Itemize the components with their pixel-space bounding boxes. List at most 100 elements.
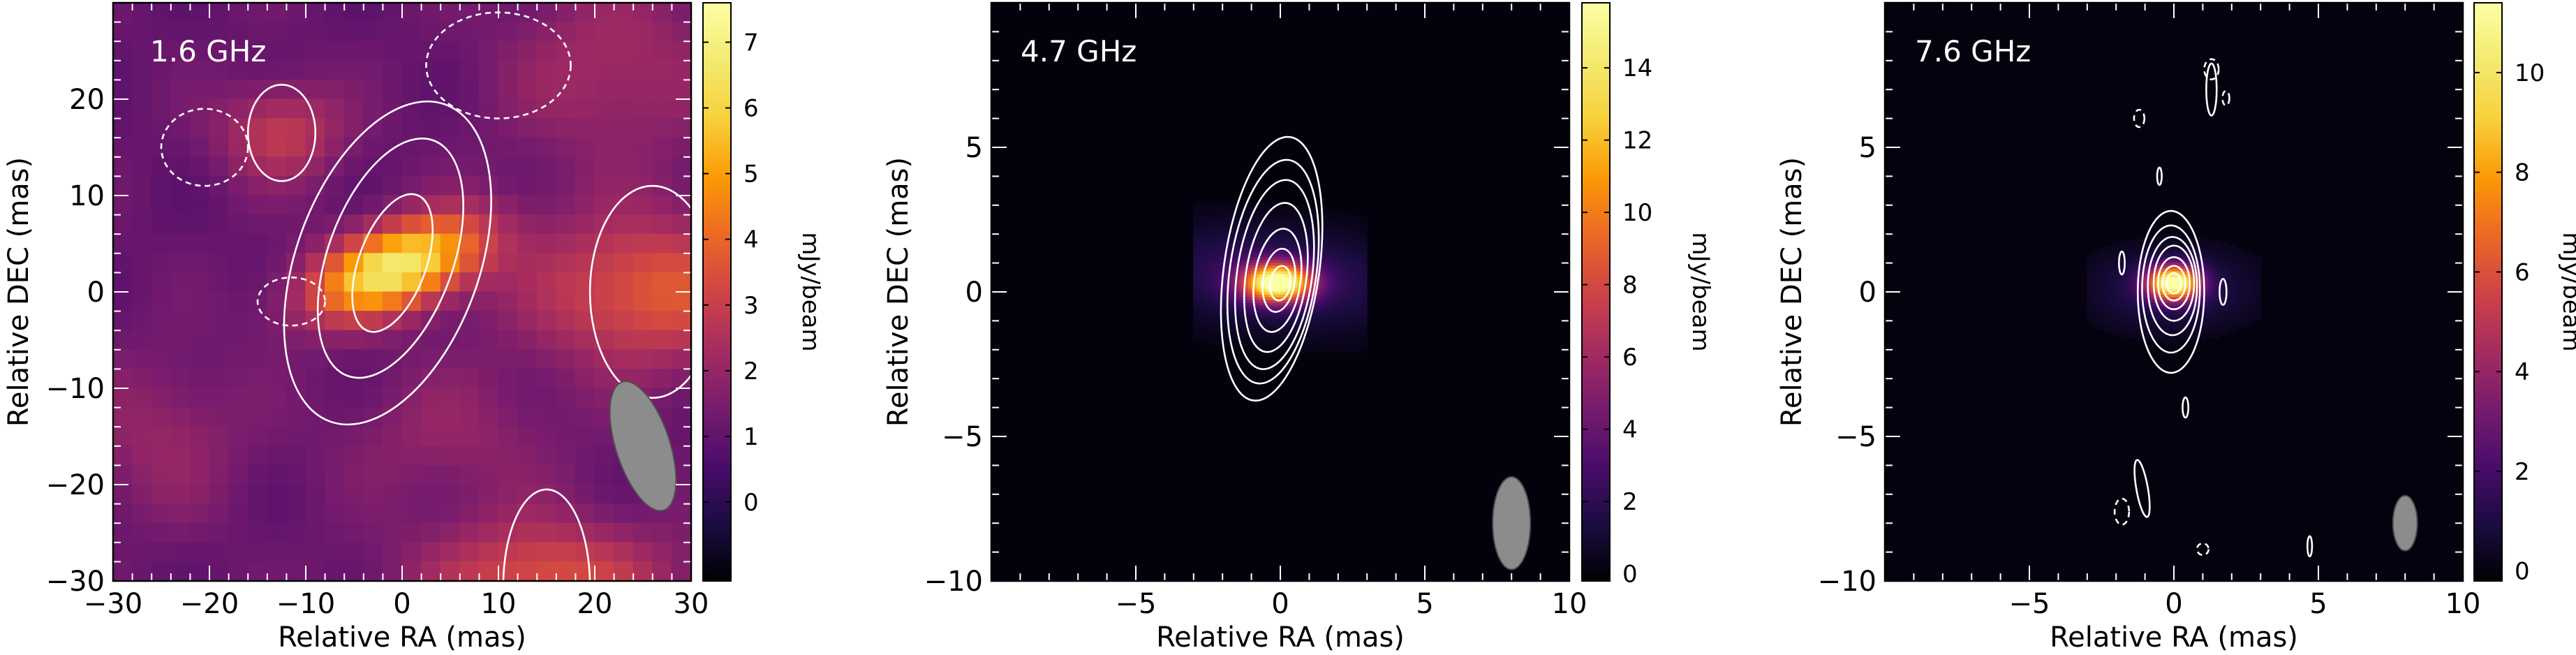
image-pixel	[1352, 216, 1356, 220]
image-pixel	[1361, 306, 1365, 310]
image-pixel	[498, 561, 519, 581]
image-pixel	[1361, 297, 1365, 301]
image-pixel	[1335, 265, 1339, 270]
image-pixel	[209, 233, 230, 254]
image-pixel	[1248, 230, 1252, 235]
image-pixel	[113, 3, 133, 23]
image-pixel	[1361, 263, 1365, 267]
image-pixel	[1338, 320, 1342, 325]
image-pixel	[1349, 320, 1353, 325]
image-pixel	[1231, 233, 1235, 237]
image-pixel	[1317, 216, 1322, 220]
image-pixel	[1343, 294, 1347, 298]
image-pixel	[1231, 332, 1235, 336]
colorbar-tick-label: 5	[743, 161, 759, 189]
image-pixel	[2138, 288, 2142, 293]
image-pixel	[2092, 297, 2096, 301]
image-pixel	[1280, 274, 1284, 278]
image-pixel	[1227, 245, 1232, 249]
image-pixel	[2121, 259, 2126, 264]
image-pixel	[556, 503, 576, 524]
image-pixel	[1196, 256, 1200, 260]
image-pixel	[1274, 213, 1278, 217]
image-pixel	[286, 311, 306, 331]
image-pixel	[1315, 225, 1319, 229]
image-pixel	[2104, 314, 2108, 318]
image-pixel	[1213, 332, 1217, 336]
image-pixel	[1285, 309, 1289, 313]
image-pixel	[132, 426, 152, 447]
image-pixel	[1323, 286, 1327, 290]
image-pixel	[1271, 291, 1275, 295]
image-pixel	[2089, 309, 2094, 313]
image-pixel	[1274, 202, 1278, 206]
image-pixel	[1204, 228, 1208, 232]
intensity-map-2	[991, 3, 1569, 581]
image-pixel	[2107, 326, 2111, 330]
image-pixel	[1303, 346, 1307, 351]
image-pixel	[1219, 239, 1223, 244]
image-pixel	[1265, 228, 1269, 232]
image-pixel	[1265, 274, 1269, 278]
image-pixel	[1262, 202, 1266, 206]
image-pixel	[2133, 334, 2137, 339]
image-pixel	[1199, 326, 1203, 330]
image-pixel	[2107, 320, 2111, 325]
image-pixel	[1268, 239, 1273, 244]
image-pixel	[1288, 311, 1293, 316]
image-pixel	[1245, 219, 1249, 223]
image-pixel	[363, 98, 383, 119]
image-pixel	[1326, 286, 1330, 290]
image-pixel	[1268, 317, 1273, 321]
image-pixel	[1251, 222, 1255, 226]
image-pixel	[1358, 274, 1362, 278]
image-pixel	[1323, 288, 1327, 293]
image-pixel	[1282, 219, 1287, 223]
image-pixel	[1219, 205, 1223, 209]
image-pixel	[575, 137, 595, 158]
image-pixel	[1211, 242, 1215, 246]
image-pixel	[1361, 216, 1365, 220]
image-pixel	[2147, 259, 2152, 264]
image-pixel	[2141, 259, 2146, 264]
image-pixel	[1245, 210, 1249, 214]
image-pixel	[1303, 344, 1307, 348]
image-pixel	[209, 291, 230, 312]
image-pixel	[1248, 294, 1252, 298]
image-pixel	[556, 175, 576, 196]
image-pixel	[1355, 349, 1359, 353]
image-pixel	[1340, 297, 1345, 301]
image-pixel	[1201, 329, 1206, 333]
image-pixel	[1222, 320, 1226, 325]
image-pixel	[1242, 274, 1246, 278]
image-pixel	[1254, 297, 1258, 301]
image-pixel	[1355, 268, 1359, 272]
image-pixel	[1222, 271, 1226, 275]
image-pixel	[1213, 202, 1217, 206]
image-pixel	[575, 542, 595, 562]
image-pixel	[2141, 253, 2146, 258]
image-pixel	[1213, 317, 1217, 321]
image-pixel	[1204, 268, 1208, 272]
image-pixel	[1280, 228, 1284, 232]
image-pixel	[459, 156, 480, 177]
image-pixel	[286, 3, 306, 23]
image-pixel	[170, 446, 191, 466]
image-pixel	[1236, 323, 1241, 328]
image-pixel	[2150, 248, 2154, 252]
image-pixel	[113, 98, 133, 119]
image-pixel	[1268, 205, 1273, 209]
image-pixel	[1355, 309, 1359, 313]
image-pixel	[1291, 242, 1296, 246]
image-pixel	[2133, 245, 2137, 249]
image-pixel	[1222, 326, 1226, 330]
image-pixel	[1271, 344, 1275, 348]
image-pixel	[1242, 253, 1246, 258]
image-pixel	[1265, 309, 1269, 313]
image-pixel	[1222, 251, 1226, 255]
image-pixel	[1328, 320, 1333, 325]
image-pixel	[1280, 213, 1284, 217]
image-pixel	[1282, 259, 1287, 264]
image-pixel	[1282, 349, 1287, 353]
image-pixel	[1297, 317, 1301, 321]
